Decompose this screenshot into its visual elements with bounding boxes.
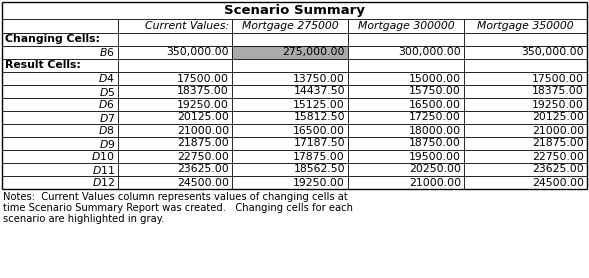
Text: $D$6: $D$6 (98, 98, 115, 110)
Text: 17500.00: 17500.00 (177, 73, 229, 83)
Text: 17187.50: 17187.50 (293, 138, 345, 148)
Text: Mortgage 275000: Mortgage 275000 (241, 21, 338, 31)
Text: $D$12: $D$12 (92, 177, 115, 188)
Text: 16500.00: 16500.00 (293, 125, 345, 135)
Text: $D$11: $D$11 (92, 163, 115, 175)
Text: Mortgage 300000: Mortgage 300000 (358, 21, 454, 31)
Text: 22750.00: 22750.00 (177, 152, 229, 162)
Text: Current Values:: Current Values: (145, 21, 229, 31)
Text: 18750.00: 18750.00 (409, 138, 461, 148)
Text: 15750.00: 15750.00 (409, 86, 461, 96)
Bar (232, 46, 348, 59)
Text: 21000.00: 21000.00 (409, 177, 461, 187)
Text: 24500.00: 24500.00 (177, 177, 229, 187)
Text: 23625.00: 23625.00 (177, 165, 229, 175)
Text: 13750.00: 13750.00 (293, 73, 345, 83)
Text: Changing Cells:: Changing Cells: (5, 34, 100, 44)
Text: 350,000.00: 350,000.00 (166, 48, 229, 58)
Text: 275,000.00: 275,000.00 (283, 48, 345, 58)
Bar (2, 2, 587, 189)
Text: $B$6: $B$6 (100, 46, 115, 58)
Text: $D$5: $D$5 (99, 86, 115, 98)
Text: 15000.00: 15000.00 (409, 73, 461, 83)
Text: 21000.00: 21000.00 (532, 125, 584, 135)
Text: 20125.00: 20125.00 (177, 113, 229, 123)
Text: $D$8: $D$8 (98, 125, 115, 136)
Text: $D$4: $D$4 (98, 73, 115, 85)
Text: Result Cells:: Result Cells: (5, 61, 81, 71)
Text: 15812.50: 15812.50 (293, 113, 345, 123)
Text: 21875.00: 21875.00 (177, 138, 229, 148)
Text: 18000.00: 18000.00 (409, 125, 461, 135)
Text: 14437.50: 14437.50 (293, 86, 345, 96)
Text: 15125.00: 15125.00 (293, 100, 345, 110)
Text: $D$10: $D$10 (91, 150, 115, 163)
Text: 16500.00: 16500.00 (409, 100, 461, 110)
Text: 19250.00: 19250.00 (532, 100, 584, 110)
Text: 22750.00: 22750.00 (532, 152, 584, 162)
Text: 17875.00: 17875.00 (293, 152, 345, 162)
Text: $D$7: $D$7 (98, 111, 115, 123)
Text: 20250.00: 20250.00 (409, 165, 461, 175)
Text: $D$9: $D$9 (98, 138, 115, 150)
Text: 19250.00: 19250.00 (293, 177, 345, 187)
Text: 18562.50: 18562.50 (293, 165, 345, 175)
Text: 19250.00: 19250.00 (177, 100, 229, 110)
Text: time Scenario Summary Report was created.   Changing cells for each: time Scenario Summary Report was created… (3, 203, 353, 213)
Text: Scenario Summary: Scenario Summary (224, 4, 365, 17)
Text: scenario are highlighted in gray.: scenario are highlighted in gray. (3, 214, 164, 224)
Text: 23625.00: 23625.00 (532, 165, 584, 175)
Text: Mortgage 350000: Mortgage 350000 (477, 21, 574, 31)
Text: 19500.00: 19500.00 (409, 152, 461, 162)
Text: 21000.00: 21000.00 (177, 125, 229, 135)
Text: 300,000.00: 300,000.00 (398, 48, 461, 58)
Text: Notes:  Current Values column represents values of changing cells at: Notes: Current Values column represents … (3, 192, 348, 202)
Text: 18375.00: 18375.00 (177, 86, 229, 96)
Text: 24500.00: 24500.00 (532, 177, 584, 187)
Text: 17500.00: 17500.00 (532, 73, 584, 83)
Text: 17250.00: 17250.00 (409, 113, 461, 123)
Text: 21875.00: 21875.00 (532, 138, 584, 148)
Text: 18375.00: 18375.00 (532, 86, 584, 96)
Text: 20125.00: 20125.00 (532, 113, 584, 123)
Text: 350,000.00: 350,000.00 (521, 48, 584, 58)
